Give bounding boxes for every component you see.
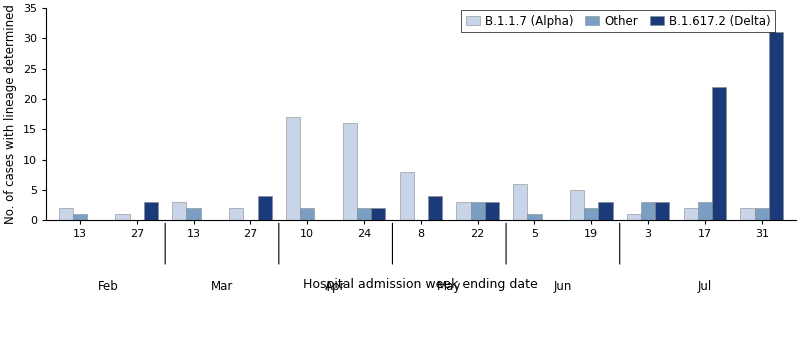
Bar bbox=[712, 87, 726, 220]
Text: May: May bbox=[437, 280, 462, 293]
Bar bbox=[527, 214, 542, 220]
Bar bbox=[258, 196, 272, 220]
Bar bbox=[73, 214, 87, 220]
Bar bbox=[598, 202, 613, 220]
Text: Mar: Mar bbox=[211, 280, 233, 293]
Bar bbox=[584, 208, 598, 220]
Bar bbox=[172, 202, 186, 220]
Y-axis label: No. of cases with lineage determined: No. of cases with lineage determined bbox=[4, 4, 17, 224]
Text: Jul: Jul bbox=[698, 280, 712, 293]
Bar bbox=[357, 208, 371, 220]
Bar bbox=[627, 214, 641, 220]
Text: Apr: Apr bbox=[326, 280, 346, 293]
Bar bbox=[684, 208, 698, 220]
Bar bbox=[698, 202, 712, 220]
Bar bbox=[286, 117, 300, 220]
Bar bbox=[641, 202, 655, 220]
Bar bbox=[655, 202, 670, 220]
Bar bbox=[300, 208, 314, 220]
Bar bbox=[399, 172, 414, 220]
Bar bbox=[428, 196, 442, 220]
Bar bbox=[485, 202, 499, 220]
Text: Feb: Feb bbox=[98, 280, 118, 293]
Bar bbox=[371, 208, 386, 220]
Bar bbox=[186, 208, 201, 220]
Bar bbox=[58, 208, 73, 220]
Bar bbox=[570, 190, 584, 220]
Bar bbox=[470, 202, 485, 220]
Legend: B.1.1.7 (Alpha), Other, B.1.617.2 (Delta): B.1.1.7 (Alpha), Other, B.1.617.2 (Delta… bbox=[462, 10, 775, 32]
Bar bbox=[229, 208, 243, 220]
Bar bbox=[115, 214, 130, 220]
Bar bbox=[342, 123, 357, 220]
Text: Jun: Jun bbox=[554, 280, 572, 293]
X-axis label: Hospital admission week ending date: Hospital admission week ending date bbox=[303, 278, 538, 291]
Bar bbox=[754, 208, 769, 220]
Bar bbox=[513, 184, 527, 220]
Bar bbox=[144, 202, 158, 220]
Bar bbox=[741, 208, 754, 220]
Bar bbox=[769, 32, 783, 220]
Bar bbox=[456, 202, 470, 220]
